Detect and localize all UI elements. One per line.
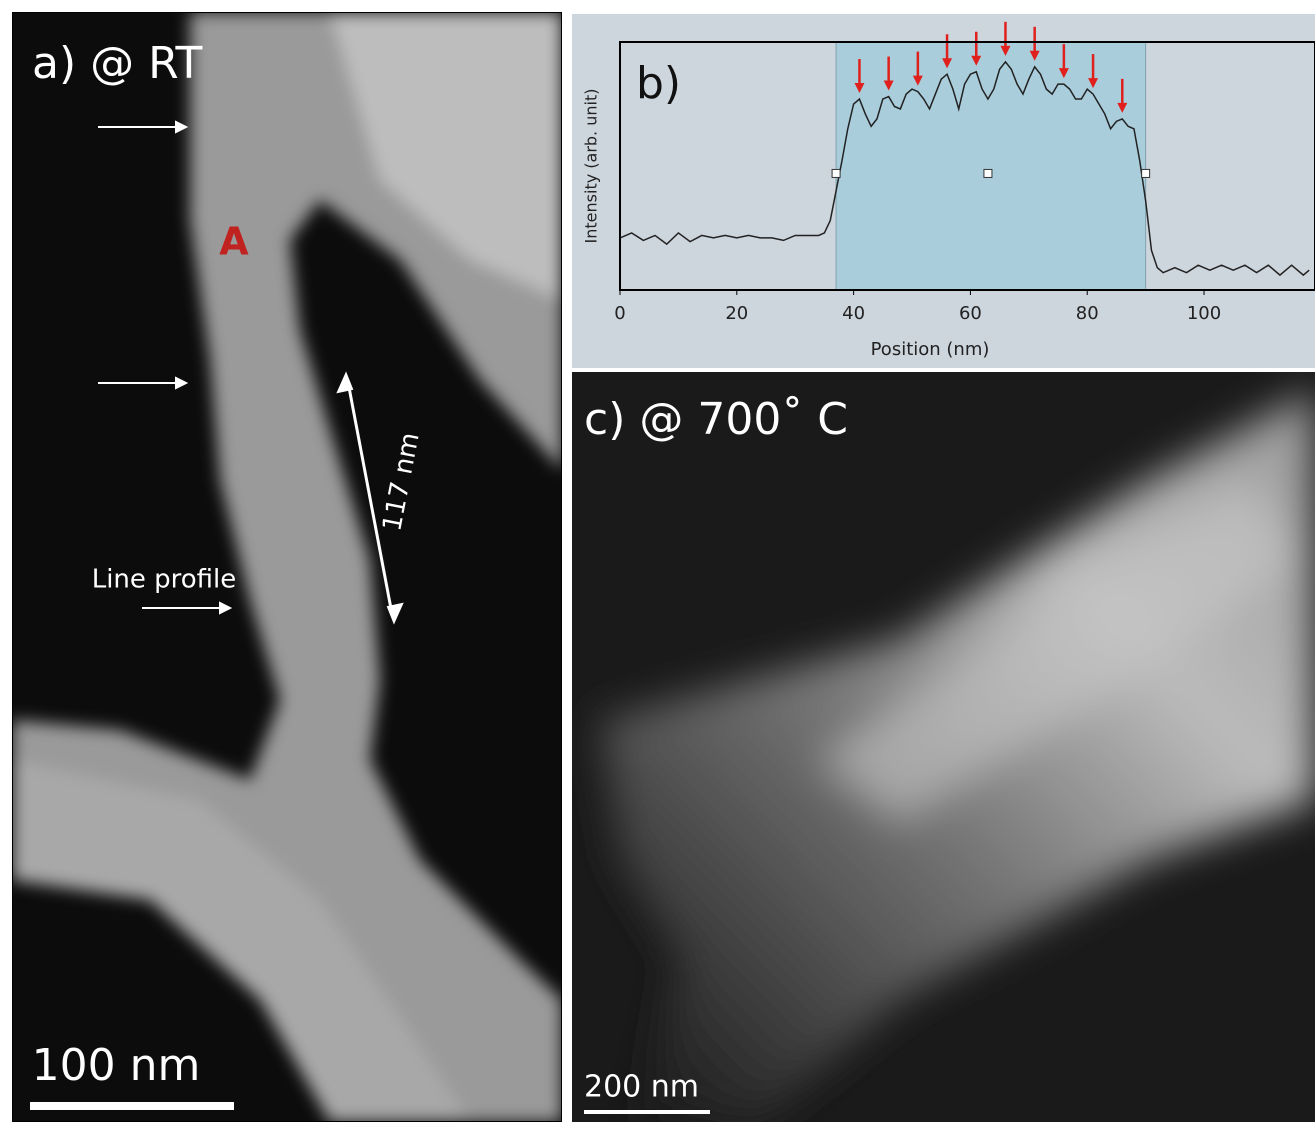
- x-tick-label: 0: [614, 303, 625, 324]
- line-profile-label: Line profile: [92, 565, 237, 595]
- highlight-region: [836, 42, 1146, 290]
- x-tick-label: 80: [1076, 303, 1099, 324]
- scale-bar: [584, 1110, 710, 1114]
- marker: [984, 169, 992, 177]
- marker: [1142, 169, 1150, 177]
- x-tick-label: 60: [959, 303, 982, 324]
- x-tick-label: 100: [1187, 303, 1221, 324]
- x-tick-label: 20: [725, 303, 748, 324]
- panel-label: b): [636, 58, 681, 109]
- panel-label: c) @ 700˚ C: [584, 394, 848, 445]
- x-axis-label: Position (nm): [871, 339, 990, 360]
- region-label: A: [219, 220, 249, 264]
- marker: [832, 169, 840, 177]
- panel-c-image: [572, 372, 1315, 1122]
- scale-bar-label: 200 nm: [584, 1070, 699, 1105]
- x-tick-label: 40: [842, 303, 865, 324]
- figure: a) @ RT A 117 nm Line profile 100 nm c) …: [0, 0, 1315, 1122]
- scale-bar: [30, 1102, 234, 1110]
- scale-bar-label: 100 nm: [32, 1040, 201, 1091]
- y-axis-label: Intensity (arb. unit): [582, 89, 601, 244]
- panel-label: a) @ RT: [32, 38, 202, 89]
